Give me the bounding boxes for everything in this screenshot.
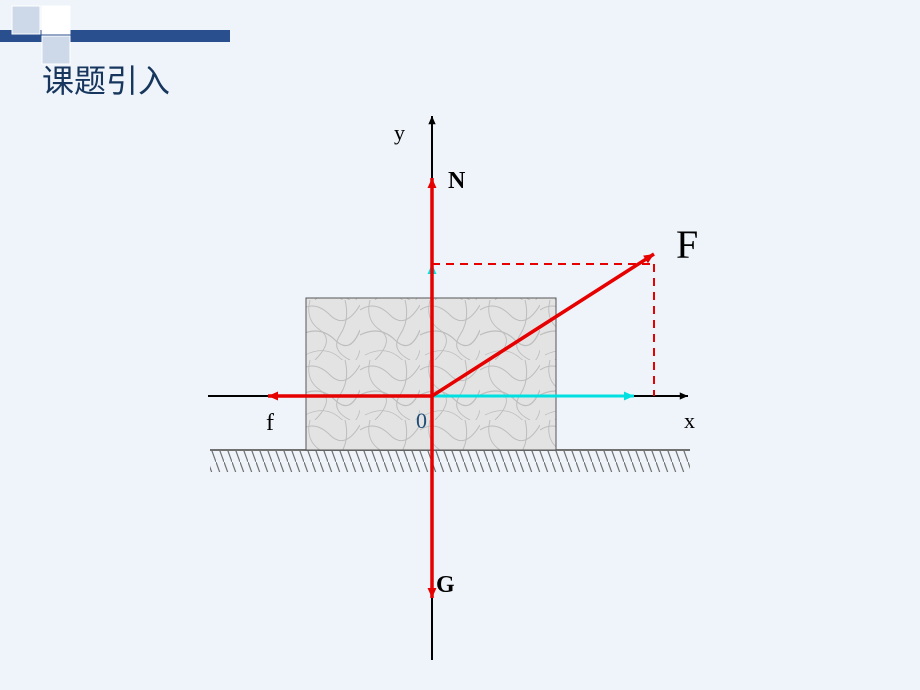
svg-text:F: F: [676, 222, 698, 267]
svg-text:0: 0: [416, 408, 427, 433]
svg-text:G: G: [436, 572, 455, 598]
svg-text:N: N: [448, 168, 466, 194]
svg-text:x: x: [684, 408, 695, 433]
svg-text:y: y: [394, 120, 405, 145]
force-diagram: x y 0 N Gf F: [0, 0, 920, 690]
ground-hatch: [210, 450, 690, 472]
svg-text:f: f: [266, 410, 274, 436]
slide: 课题引入: [0, 0, 920, 690]
